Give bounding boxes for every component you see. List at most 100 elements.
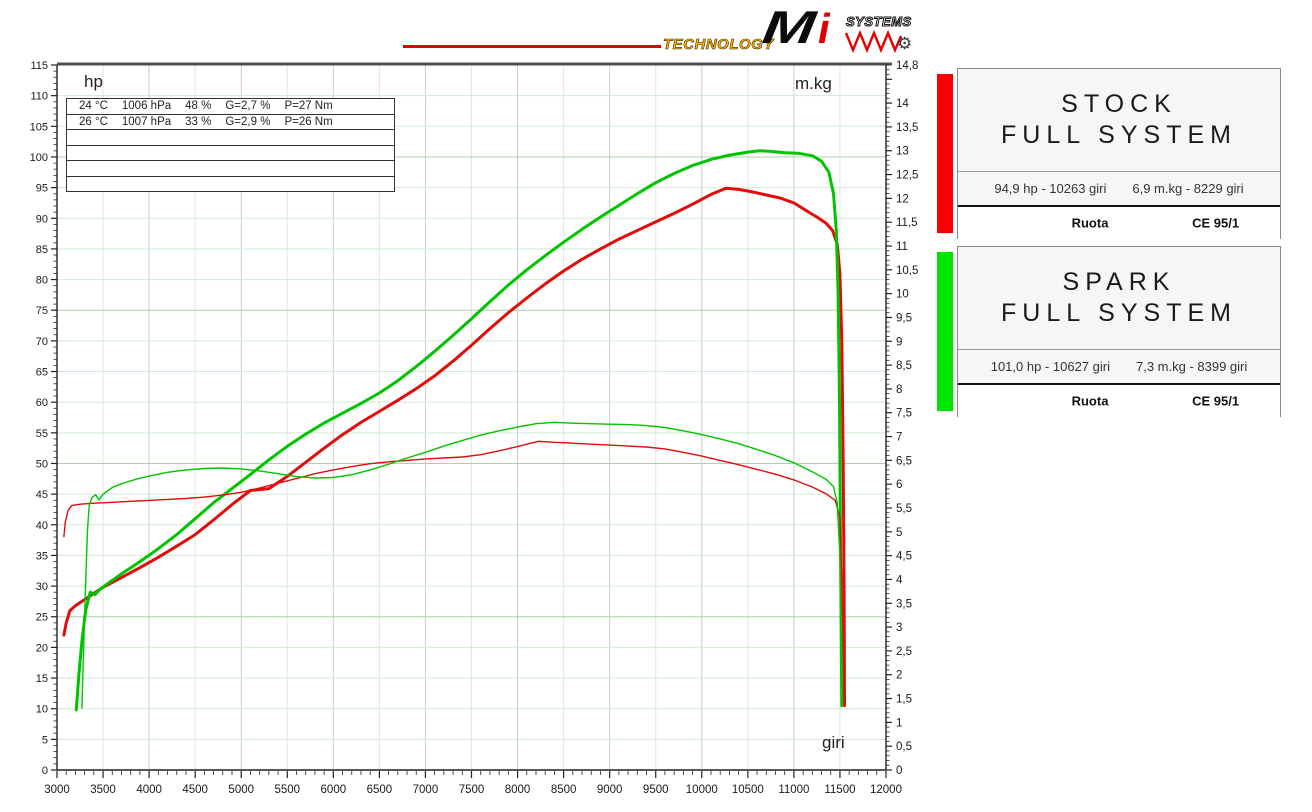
- stock-footer-ce: CE 95/1: [1192, 215, 1240, 231]
- svg-text:5: 5: [42, 734, 48, 746]
- svg-text:11500: 11500: [824, 784, 855, 796]
- svg-text:1,5: 1,5: [896, 694, 912, 706]
- svg-text:15: 15: [36, 673, 48, 685]
- conditions-table: 24 °C 1006 hPa 48 % G=2,7 % P=27 Nm 26 °…: [66, 98, 395, 192]
- svg-text:90: 90: [36, 213, 48, 225]
- svg-text:7,5: 7,5: [896, 408, 912, 420]
- condition-row-empty: [67, 130, 394, 146]
- condition-cell: 26 °C: [79, 115, 108, 128]
- svg-text:95: 95: [36, 183, 48, 195]
- svg-text:10: 10: [896, 289, 909, 301]
- stock-title: STOCK FULL SYSTEM: [958, 69, 1280, 171]
- condition-row-empty: [67, 177, 394, 192]
- stock-title-line1: STOCK: [1061, 89, 1177, 118]
- svg-text:20: 20: [36, 642, 48, 654]
- svg-text:2,5: 2,5: [896, 646, 912, 658]
- condition-cell: P=27 Nm: [284, 100, 333, 113]
- legend-card-stock: STOCK FULL SYSTEM 94,9 hp - 10263 giri 6…: [957, 68, 1281, 239]
- svg-text:2: 2: [896, 670, 902, 682]
- spark-footer: Ruota CE 95/1: [958, 383, 1280, 417]
- svg-text:11: 11: [896, 241, 908, 253]
- stock-footer: Ruota CE 95/1: [958, 205, 1280, 239]
- svg-text:10000: 10000: [686, 784, 718, 796]
- sine-wave-icon: [845, 30, 903, 54]
- condition-row-2: 26 °C 1007 hPa 33 % G=2,9 % P=26 Nm: [67, 115, 394, 130]
- svg-text:65: 65: [36, 367, 48, 379]
- svg-text:85: 85: [36, 244, 48, 256]
- svg-text:5: 5: [896, 527, 902, 539]
- svg-text:0: 0: [896, 765, 902, 777]
- svg-text:12,5: 12,5: [896, 170, 918, 182]
- svg-text:75: 75: [36, 305, 48, 317]
- svg-text:105: 105: [30, 121, 48, 133]
- x-axis-unit-label: giri: [822, 733, 845, 752]
- svg-text:3000: 3000: [44, 784, 70, 796]
- spark-stats: 101,0 hp - 10627 giri 7,3 m.kg - 8399 gi…: [958, 349, 1280, 383]
- logo-i-letter: i: [818, 5, 830, 52]
- svg-text:0,5: 0,5: [896, 741, 912, 753]
- stock-torque-peak: 6,9 m.kg - 8229 giri: [1132, 181, 1244, 196]
- svg-text:9500: 9500: [643, 784, 669, 796]
- condition-cell: G=2,9 %: [225, 115, 271, 128]
- svg-text:6: 6: [896, 479, 902, 491]
- svg-text:40: 40: [36, 520, 48, 532]
- svg-text:4,5: 4,5: [896, 551, 912, 563]
- spark-title-line2: FULL SYSTEM: [1001, 299, 1237, 327]
- svg-text:100: 100: [30, 152, 48, 164]
- logo-technology-text: TECHNOLOGY: [663, 36, 774, 54]
- spark-footer-ce: CE 95/1: [1192, 393, 1240, 409]
- left-axis-unit-label: hp: [84, 72, 103, 91]
- svg-text:6,5: 6,5: [896, 455, 912, 467]
- svg-text:55: 55: [36, 428, 48, 440]
- spark-title: SPARK FULL SYSTEM: [958, 247, 1280, 349]
- svg-text:45: 45: [36, 489, 48, 501]
- svg-text:50: 50: [36, 458, 48, 470]
- svg-text:8,5: 8,5: [896, 360, 912, 372]
- svg-text:14,8: 14,8: [896, 60, 918, 72]
- condition-row-1: 24 °C 1006 hPa 48 % G=2,7 % P=27 Nm: [67, 99, 394, 115]
- svg-text:8000: 8000: [505, 784, 531, 796]
- svg-text:1: 1: [896, 717, 902, 729]
- svg-text:30: 30: [36, 581, 48, 593]
- svg-text:4500: 4500: [182, 784, 208, 796]
- svg-text:6500: 6500: [367, 784, 393, 796]
- condition-row-empty: [67, 146, 394, 161]
- svg-text:5500: 5500: [274, 784, 300, 796]
- stock-accent-bar: [937, 74, 953, 233]
- stock-power-peak: 94,9 hp - 10263 giri: [994, 181, 1107, 196]
- condition-row-empty: [67, 161, 394, 177]
- svg-text:4000: 4000: [136, 784, 162, 796]
- svg-text:7: 7: [896, 432, 902, 444]
- spark-torque-peak: 7,3 m.kg - 8399 giri: [1135, 359, 1248, 374]
- svg-text:13,5: 13,5: [896, 122, 918, 134]
- svg-text:35: 35: [36, 550, 48, 562]
- svg-text:5,5: 5,5: [896, 503, 912, 515]
- svg-text:3: 3: [896, 622, 902, 634]
- spark-title-line1: SPARK: [1062, 267, 1176, 296]
- dyno-chart: 0 5 10 15 20 25 30 35 40 45 50 55 60 65 70 75 80 85 90 95 10…: [30, 60, 919, 796]
- svg-text:14: 14: [896, 98, 909, 110]
- condition-cell: G=2,7 %: [225, 100, 271, 113]
- spark-footer-ruota: Ruota: [1071, 393, 1109, 409]
- svg-text:11,5: 11,5: [896, 217, 918, 229]
- condition-cell: 1007 hPa: [121, 115, 172, 128]
- svg-text:110: 110: [30, 91, 48, 103]
- svg-text:3500: 3500: [90, 784, 116, 796]
- svg-text:8: 8: [896, 384, 902, 396]
- svg-text:80: 80: [36, 275, 48, 287]
- spark-power-peak: 101,0 hp - 10627 giri: [990, 359, 1110, 374]
- svg-text:12: 12: [896, 193, 909, 205]
- stock-title-line2: FULL SYSTEM: [1001, 121, 1237, 149]
- svg-text:10500: 10500: [732, 784, 764, 796]
- svg-text:7000: 7000: [413, 784, 439, 796]
- svg-text:4: 4: [896, 574, 903, 586]
- svg-text:25: 25: [36, 612, 48, 624]
- svg-text:12000: 12000: [870, 784, 902, 796]
- svg-text:13: 13: [896, 146, 909, 158]
- svg-text:6000: 6000: [321, 784, 347, 796]
- legend-card-spark: SPARK FULL SYSTEM 101,0 hp - 10627 giri …: [957, 246, 1281, 417]
- svg-text:10: 10: [36, 704, 48, 716]
- logo-systems-text: SYSTEMS: [846, 14, 912, 30]
- svg-text:60: 60: [36, 397, 48, 409]
- svg-text:9: 9: [896, 336, 902, 348]
